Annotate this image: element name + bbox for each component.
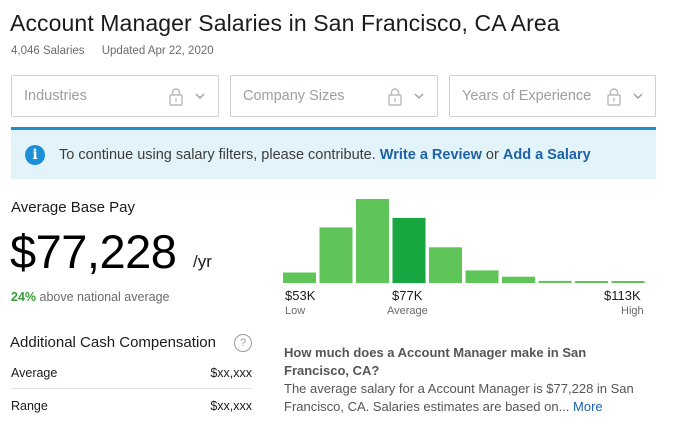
chevron-down-icon: [633, 93, 643, 99]
more-link[interactable]: More: [573, 399, 603, 414]
tick-high-label: High: [621, 305, 644, 317]
filter-years-of-experience[interactable]: Years of Experience: [449, 75, 656, 117]
pay-unit: /yr: [193, 252, 212, 271]
histogram-bar: [538, 280, 572, 283]
histogram-bar: [283, 272, 316, 283]
alert-connector: or: [485, 147, 499, 163]
tick-average-value: $77K: [392, 288, 423, 303]
additional-cash-title: Additional Cash Compensation: [10, 334, 216, 351]
faq-answer-text: The average salary for a Account Manager…: [284, 381, 634, 414]
additional-cash-value: $xx,xxx: [210, 399, 252, 413]
additional-cash-row: Average $xx,xxx: [11, 366, 252, 394]
salary-histogram: [283, 199, 645, 283]
filter-years-label: Years of Experience: [462, 88, 592, 104]
filter-industries[interactable]: Industries: [11, 75, 219, 117]
histogram-bar: [392, 217, 426, 283]
histogram-bar: [465, 270, 499, 283]
tick-average-label: Average: [387, 305, 428, 317]
lock-icon: [169, 88, 183, 106]
additional-cash-row: Range $xx,xxx: [11, 399, 252, 427]
salary-count: 4,046 Salaries: [11, 45, 85, 57]
chevron-down-icon: [195, 93, 205, 99]
national-comparison: 24% above national average: [11, 290, 169, 304]
average-base-pay-label: Average Base Pay: [11, 199, 135, 216]
tick-low-label: Low: [285, 305, 306, 317]
alert-text: To continue using salary filters, please…: [59, 147, 376, 163]
write-review-link[interactable]: Write a Review: [379, 147, 482, 163]
additional-cash-key: Average: [11, 366, 58, 380]
page-title: Account Manager Salaries in San Francisc…: [10, 10, 560, 36]
filter-industries-label: Industries: [24, 88, 87, 104]
help-icon[interactable]: ?: [234, 334, 252, 352]
filter-company-sizes-label: Company Sizes: [243, 88, 345, 104]
alert-message: To continue using salary filters, please…: [59, 147, 591, 163]
faq-answer: The average salary for a Account Manager…: [284, 380, 654, 416]
additional-cash-value: $xx,xxx: [210, 366, 252, 380]
histogram-bar: [502, 276, 535, 283]
histogram-bar: [611, 281, 645, 283]
divider: [11, 388, 252, 389]
average-base-pay-amount: $77,228: [10, 225, 177, 278]
lock-icon: [607, 88, 621, 106]
tick-low-value: $53K: [285, 288, 316, 303]
histogram-bar: [575, 281, 608, 283]
updated-date: Updated Apr 22, 2020: [101, 45, 214, 57]
tick-high-value: $113K: [604, 288, 641, 303]
add-salary-link[interactable]: Add a Salary: [502, 147, 591, 163]
contribute-alert: i To continue using salary filters, plea…: [11, 127, 656, 179]
filter-company-sizes[interactable]: Company Sizes: [230, 75, 438, 117]
histogram-bar: [429, 247, 462, 283]
faq-question: How much does a Account Manager make in …: [284, 345, 587, 378]
lock-icon: [388, 88, 402, 106]
chevron-down-icon: [414, 93, 424, 99]
info-icon: i: [25, 145, 45, 165]
page-meta: 4,046 Salaries Updated Apr 22, 2020: [11, 45, 214, 57]
histogram-bar: [356, 199, 389, 283]
histogram-bar: [319, 227, 353, 283]
additional-cash-key: Range: [11, 399, 48, 413]
comparison-percent: 24%: [11, 290, 37, 304]
comparison-text: above national average: [39, 290, 170, 304]
